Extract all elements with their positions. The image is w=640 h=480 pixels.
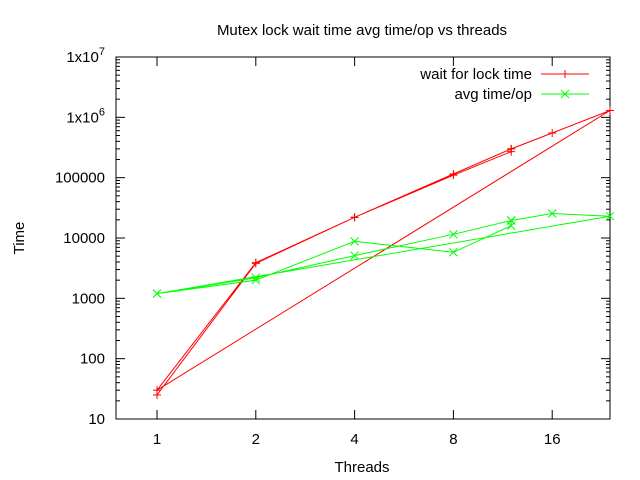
legend-label: avg time/op <box>454 86 532 103</box>
series-2 <box>152 209 615 298</box>
x-tick-label: 1 <box>153 431 161 448</box>
data-point-marker <box>152 289 162 298</box>
chart-title: Mutex lock wait time avg time/op vs thre… <box>217 22 507 39</box>
series-line <box>156 110 611 396</box>
x-tick-label: 2 <box>252 431 260 448</box>
data-point-marker <box>506 216 516 225</box>
y-tick-label: 1x107 <box>66 46 105 66</box>
data-point-marker <box>547 209 557 218</box>
x-tick-label: 4 <box>350 431 358 448</box>
legend-marker <box>560 89 570 99</box>
y-axis: 10 100 1000 10000 100000 1x106 1x107 <box>55 46 610 428</box>
data-point-marker <box>449 247 458 257</box>
y-tick-label: 1000 <box>72 290 105 307</box>
y-tick-label: 100000 <box>55 170 105 187</box>
x-axis-label: Threads <box>334 459 389 476</box>
data-point-marker <box>605 211 615 221</box>
data-point-marker <box>251 273 261 283</box>
y-axis-label: Time <box>11 222 28 255</box>
series-line <box>156 212 611 295</box>
x-tick-label: 16 <box>544 431 561 448</box>
x-tick-label: 8 <box>449 431 457 448</box>
data-point-marker <box>449 229 458 239</box>
data-point-marker <box>350 251 359 260</box>
y-tick-label: 1x106 <box>66 106 105 126</box>
x-axis: 1 2 4 8 16 <box>153 57 561 448</box>
plot-frame <box>115 56 611 420</box>
series-layer <box>152 106 615 399</box>
data-point-marker <box>350 236 359 246</box>
y-tick-label: 10000 <box>63 230 105 247</box>
legend: wait for lock time avg time/op <box>419 66 589 103</box>
y-tick-label: 100 <box>80 351 105 368</box>
data-point-marker <box>251 275 261 285</box>
legend-label: wait for lock time <box>419 66 532 83</box>
y-tick-label: 10 <box>88 411 105 428</box>
series-1 <box>153 106 614 399</box>
